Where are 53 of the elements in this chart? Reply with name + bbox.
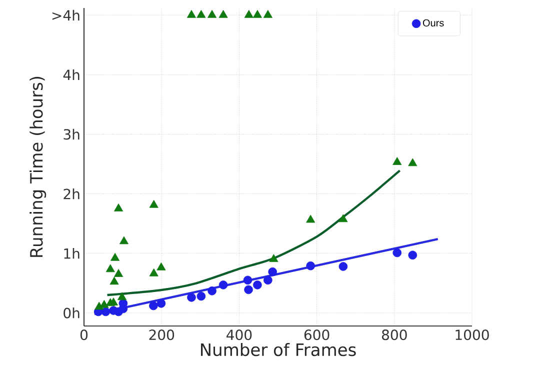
point: [187, 293, 196, 302]
y-tick-label: 4h: [63, 69, 80, 80]
point: [186, 10, 196, 18]
point: [114, 268, 124, 277]
point: [338, 262, 348, 271]
point: [196, 292, 206, 301]
line-series: [106, 169, 401, 296]
point: [264, 276, 272, 285]
y-tick-label: 3h: [64, 128, 80, 140]
point: [110, 252, 120, 261]
point: [156, 262, 166, 270]
point: [149, 200, 158, 208]
y-tick-label: >4h: [52, 10, 80, 20]
point: [392, 157, 402, 165]
point: [306, 214, 316, 223]
point: [263, 10, 272, 18]
y-axis-title: Running Time (hours): [30, 76, 46, 257]
x-tick-label: 400: [226, 330, 252, 340]
point: [117, 292, 127, 300]
point: [252, 10, 262, 18]
point: [156, 298, 166, 308]
x-tick-label: 1000: [456, 330, 489, 340]
point: [106, 264, 115, 272]
point: [119, 236, 128, 244]
point: [218, 10, 228, 18]
point: [208, 286, 216, 296]
point: [408, 250, 418, 260]
point: [268, 267, 277, 276]
point: [110, 276, 119, 285]
legend-label: Ours: [422, 19, 444, 26]
point: [269, 254, 278, 262]
point: [244, 285, 253, 294]
point: [149, 268, 158, 276]
x-tick-label: 0: [80, 330, 88, 340]
point: [244, 10, 254, 18]
point: [392, 248, 402, 258]
point: [218, 280, 228, 290]
point: [338, 214, 348, 222]
x-tick-label: 800: [382, 330, 407, 340]
point: [149, 301, 158, 310]
x-tick-label: 200: [149, 330, 174, 340]
point: [243, 276, 252, 285]
y-tick-label: 2h: [64, 188, 80, 200]
point: [253, 280, 262, 290]
point: [114, 203, 124, 212]
y-tick-label: 0h: [64, 307, 80, 318]
point: [408, 158, 418, 166]
y-tick-label: 1h: [64, 248, 80, 259]
x-axis-title: Number of Frames: [201, 342, 356, 356]
point: [196, 10, 206, 18]
x-tick-label: 600: [304, 330, 330, 340]
point: [306, 261, 315, 270]
point: [208, 10, 217, 18]
